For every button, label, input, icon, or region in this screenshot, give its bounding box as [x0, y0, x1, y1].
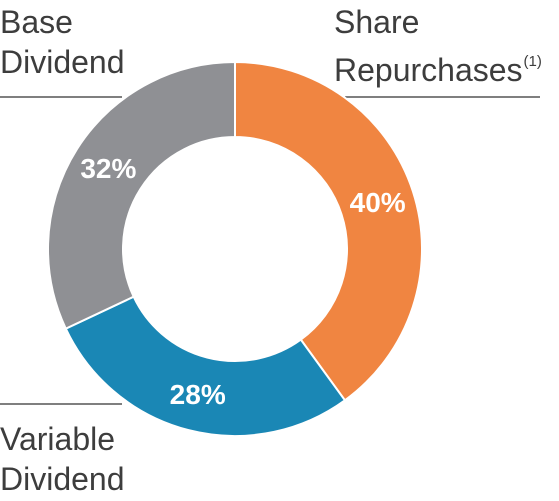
- slice-base-dividend: [47, 60, 236, 330]
- value-labels: 40% 28% 32%: [80, 153, 405, 410]
- label-variable-dividend: Variable Dividend: [0, 419, 125, 499]
- label-share-repurchases: Share Repurchases(1): [334, 2, 542, 90]
- slice-share-repurchases: [234, 60, 423, 402]
- value-label-share-repurchases: 40%: [350, 187, 406, 218]
- label-share-repurchases-line2: Repurchases: [334, 52, 523, 88]
- value-label-variable-dividend: 28%: [170, 379, 226, 410]
- value-label-base-dividend: 32%: [80, 153, 136, 184]
- footnote-marker: (1): [523, 53, 542, 70]
- label-share-repurchases-line1: Share: [334, 4, 420, 40]
- label-base-dividend: Base Dividend: [0, 2, 125, 82]
- label-share-repurchases-line2-wrap: Repurchases(1): [334, 42, 542, 90]
- label-base-dividend-line1: Base: [0, 4, 73, 40]
- slice-variable-dividend: [64, 295, 347, 437]
- leader-lines: [0, 96, 540, 405]
- label-variable-dividend-line1: Variable: [0, 421, 116, 457]
- label-base-dividend-line2: Dividend: [0, 44, 125, 80]
- label-variable-dividend-line2: Dividend: [0, 461, 125, 497]
- donut-slices: [47, 60, 423, 437]
